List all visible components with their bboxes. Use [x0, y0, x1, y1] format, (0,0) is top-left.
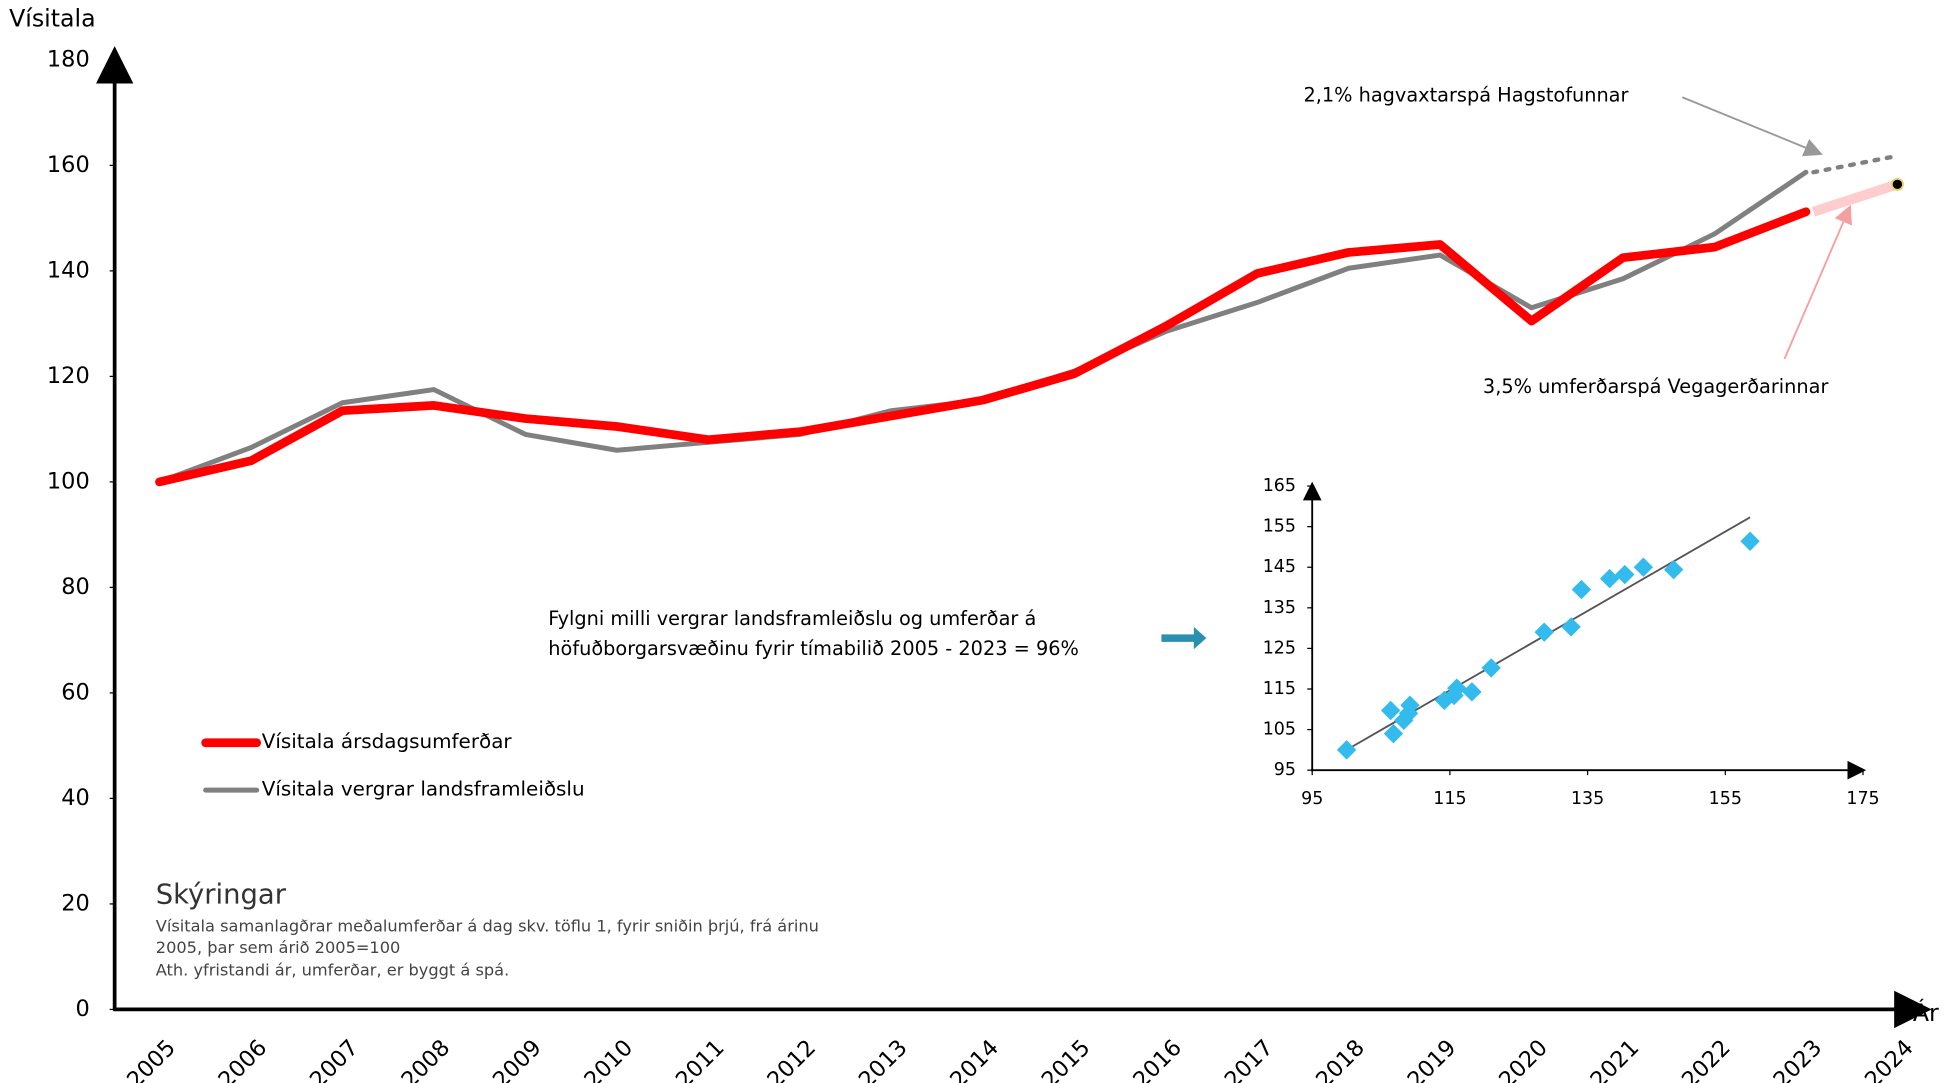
y-tick-label: 100 [47, 468, 90, 494]
annotation-arrow [1783, 204, 1852, 360]
legend-label: Vísitala ársdagsumferðar [262, 730, 513, 753]
x-tick-label: 155 [1709, 789, 1742, 809]
x-axis-title: Ár [1913, 999, 1939, 1027]
x-tick-label: 2005 [122, 1035, 181, 1083]
series-line [157, 169, 1809, 485]
x-tick-label: 2012 [762, 1035, 821, 1083]
annotation: 3,5% umferðarspá Vegagerðarinnar [1483, 375, 1829, 398]
scatter-point [1462, 682, 1482, 702]
forecast-line [1811, 179, 1899, 217]
inset-chart: 95 105 115 125 135 145 155 165 95 115 135 155 175 [1263, 476, 1880, 809]
x-tick-label: 2006 [214, 1035, 273, 1083]
annotation: höfuðborgarsvæðinu fyrir tímabilið 2005 … [548, 637, 1079, 660]
y-tick-label: 120 [47, 363, 90, 389]
x-tick-label: 2019 [1403, 1035, 1462, 1083]
x-tick-label: 2021 [1586, 1035, 1645, 1083]
y-tick-label: 180 [47, 46, 90, 72]
y-tick-label: 95 [1274, 760, 1296, 780]
y-tick-label: 145 [1263, 557, 1296, 577]
scatter-point [1740, 531, 1760, 551]
y-tick-label: 105 [1263, 720, 1296, 740]
y-tick-label: 115 [1263, 679, 1296, 699]
x-tick-label: 95 [1301, 789, 1323, 809]
y-tick-label: 0 [75, 996, 89, 1022]
x-tick-label: 2018 [1311, 1035, 1370, 1083]
x-tick-label: 2013 [854, 1035, 913, 1083]
scatter-point [1336, 740, 1357, 760]
note: Ath. yfristandi ár, umferðar, er byggt á… [156, 960, 509, 979]
y-axis-title: Vísitala [9, 4, 96, 32]
y-tick-label: 125 [1263, 638, 1296, 658]
forecast-line [1811, 153, 1900, 175]
legend-label: Vísitala vergrar landsframleiðslu [262, 778, 585, 801]
y-tick-label: 155 [1263, 517, 1296, 537]
y-tick-label: 160 [47, 152, 90, 178]
note: Vísitala samanlagðrar meðalumferðar á da… [156, 917, 819, 936]
scatter-point [1383, 723, 1404, 744]
notes-title: Skýringar [156, 880, 287, 911]
x-tick-label: 2015 [1037, 1035, 1096, 1083]
forecast-point [1890, 177, 1904, 191]
x-tick-label: 2020 [1494, 1035, 1553, 1083]
x-tick-label: 2023 [1768, 1035, 1827, 1083]
y-tick-label: 140 [47, 257, 90, 283]
y-tick-label: 20 [61, 890, 90, 916]
scatter-point [1599, 568, 1620, 589]
scatter-point [1663, 559, 1684, 580]
y-tick-label: 40 [61, 785, 90, 811]
x-tick-label: 2016 [1128, 1035, 1187, 1083]
scatter-point [1561, 617, 1581, 637]
x-tick-label: 2011 [671, 1035, 730, 1083]
x-tick-label: 135 [1571, 789, 1604, 809]
scatter-point [1481, 658, 1501, 678]
y-tick-label: 165 [1263, 476, 1296, 496]
y-tick-label: 135 [1263, 598, 1296, 618]
main-chart: Vísitala Ár Skýringar Vísitala samanlagð… [9, 4, 1939, 1083]
x-tick-label: 2017 [1220, 1035, 1279, 1083]
annotation: Fylgni milli vergrar landsframleiðslu og… [548, 607, 1036, 630]
pointer-arrow [1161, 626, 1207, 650]
note: 2005, þar sem árið 2005=100 [156, 938, 401, 957]
annotation-arrow [1681, 96, 1823, 157]
scatter-point [1571, 579, 1592, 600]
annotation: 2,1% hagvaxtarspá Hagstofunnar [1303, 83, 1628, 106]
x-tick-label: 2009 [488, 1035, 547, 1083]
x-tick-label: 175 [1846, 789, 1879, 809]
x-tick-label: 115 [1433, 789, 1466, 809]
x-tick-label: 2022 [1677, 1035, 1736, 1083]
x-tick-label: 2010 [579, 1035, 638, 1083]
series-line [155, 207, 1811, 487]
x-tick-label: 2024 [1860, 1035, 1919, 1083]
scatter-point [1615, 564, 1635, 585]
x-tick-label: 2007 [305, 1035, 364, 1083]
x-tick-label: 2014 [945, 1035, 1004, 1083]
y-tick-label: 60 [61, 679, 90, 705]
x-tick-label: 2008 [396, 1035, 455, 1083]
y-tick-label: 80 [61, 574, 90, 600]
